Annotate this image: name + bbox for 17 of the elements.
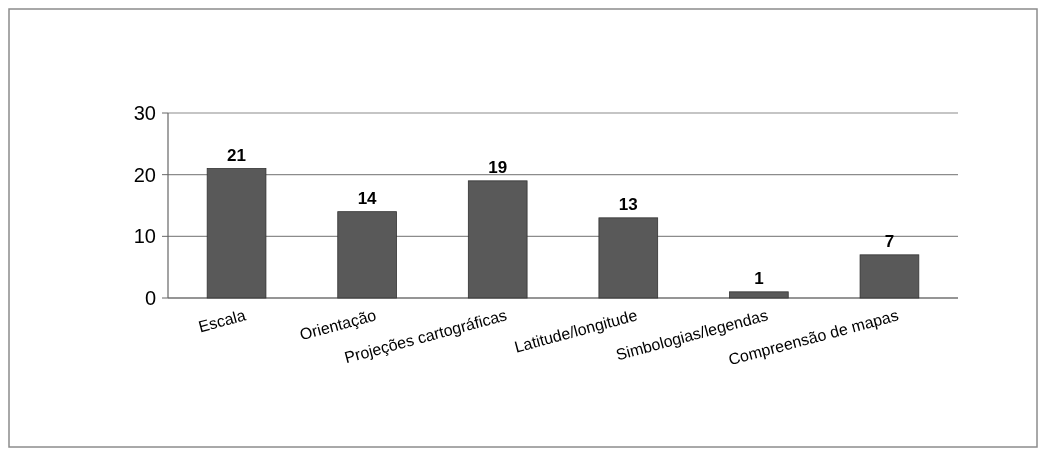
y-tick-label: 30 [133,102,156,124]
bar [467,180,528,299]
y-tick-label: 20 [133,163,156,186]
x-tick-label: Escala [196,306,248,336]
data-label: 14 [357,188,378,208]
y-tick-label: 0 [144,287,156,309]
data-label: 13 [618,194,638,214]
bar [859,254,920,299]
bar [337,211,397,299]
bar [598,217,659,299]
data-label: 19 [488,157,508,177]
bar [729,291,789,299]
data-label: 1 [754,268,764,288]
data-label: 7 [884,231,895,251]
bar [206,168,267,299]
y-tick-label: 10 [133,225,156,248]
data-label: 21 [227,145,247,165]
